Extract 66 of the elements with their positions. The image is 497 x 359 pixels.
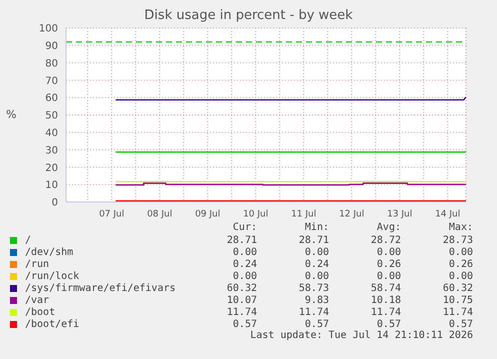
legend-label: /run	[25, 258, 50, 270]
text: 0.57	[448, 318, 473, 330]
text: Cur:	[232, 222, 257, 234]
x-tick-label: 10 Jul	[243, 209, 268, 220]
x-tick-label: 14 Jul	[435, 209, 460, 220]
text: 10.07	[226, 294, 257, 306]
text: Last update: Tue Jul 14 21:10:11 2026	[249, 330, 473, 342]
text: 60.32	[226, 282, 257, 294]
y-tick-label: 100	[38, 24, 58, 35]
y-tick-label: 30	[45, 145, 58, 156]
text: 11.74	[226, 306, 257, 318]
text: 28.71	[298, 234, 329, 246]
legend-label: /run/lock	[25, 270, 80, 282]
text: 0.00	[448, 246, 473, 258]
y-tick-label: 90	[45, 40, 58, 52]
text: 11.74	[370, 306, 401, 318]
legend-label: /var	[25, 294, 50, 306]
text: 0.00	[376, 270, 401, 282]
y-tick-label: 70	[45, 76, 58, 87]
text: 9.83	[304, 294, 329, 306]
y-axis-title: %	[6, 108, 16, 121]
text: 0.00	[304, 246, 329, 258]
text: Min:	[304, 222, 329, 234]
x-tick-label: 12 Jul	[339, 209, 364, 220]
text: 0.00	[232, 246, 257, 258]
legend-label: /boot	[25, 306, 56, 318]
text: 0.00	[232, 270, 257, 282]
text: 58.73	[298, 282, 329, 294]
text: Avg:	[376, 222, 401, 234]
x-tick-label: 08 Jul	[147, 209, 172, 220]
legend-label: /sys/firmware/efi/efivars	[25, 282, 177, 294]
text: 10.18	[370, 294, 401, 306]
y-tick-label: 10	[45, 180, 58, 192]
text: 0.57	[376, 318, 401, 330]
legend-label: /dev/shm	[25, 246, 74, 258]
text: 28.73	[442, 234, 473, 246]
text: 0.26	[448, 258, 473, 270]
y-tick-label: 40	[45, 128, 58, 139]
text: 0.00	[448, 270, 473, 282]
legend-label: /	[25, 234, 32, 246]
x-tick-label: 09 Jul	[195, 209, 220, 220]
y-tick-label: 50	[45, 110, 58, 122]
text: 0.26	[376, 258, 401, 270]
text: 0.24	[304, 258, 329, 270]
x-tick-label: 11 Jul	[291, 209, 316, 220]
legend-label: /boot/efi	[25, 318, 80, 330]
text: 0.57	[232, 318, 257, 330]
chart-title: Disk usage in percent - by week	[143, 8, 354, 23]
text: 0.24	[232, 258, 257, 270]
text: Max:	[448, 222, 473, 234]
text: 11.74	[442, 306, 473, 318]
text: 0.00	[304, 270, 329, 282]
text: 60.32	[442, 282, 473, 294]
y-tick-label: 20	[45, 162, 58, 174]
text: 58.74	[370, 282, 401, 294]
y-tick-label: 0	[52, 198, 58, 209]
text: 10.75	[442, 294, 473, 306]
y-tick-label: 80	[45, 58, 58, 70]
x-tick-label: 13 Jul	[387, 209, 412, 220]
text: 11.74	[298, 306, 329, 318]
x-tick-label: 07 Jul	[99, 209, 124, 220]
text: 0.00	[376, 246, 401, 258]
text: 0.57	[304, 318, 329, 330]
text: 28.71	[226, 234, 257, 246]
text: 28.72	[370, 234, 401, 246]
y-tick-label: 60	[45, 93, 58, 104]
